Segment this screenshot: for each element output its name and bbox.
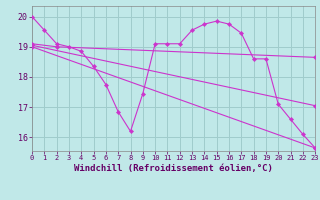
X-axis label: Windchill (Refroidissement éolien,°C): Windchill (Refroidissement éolien,°C) [74,164,273,173]
